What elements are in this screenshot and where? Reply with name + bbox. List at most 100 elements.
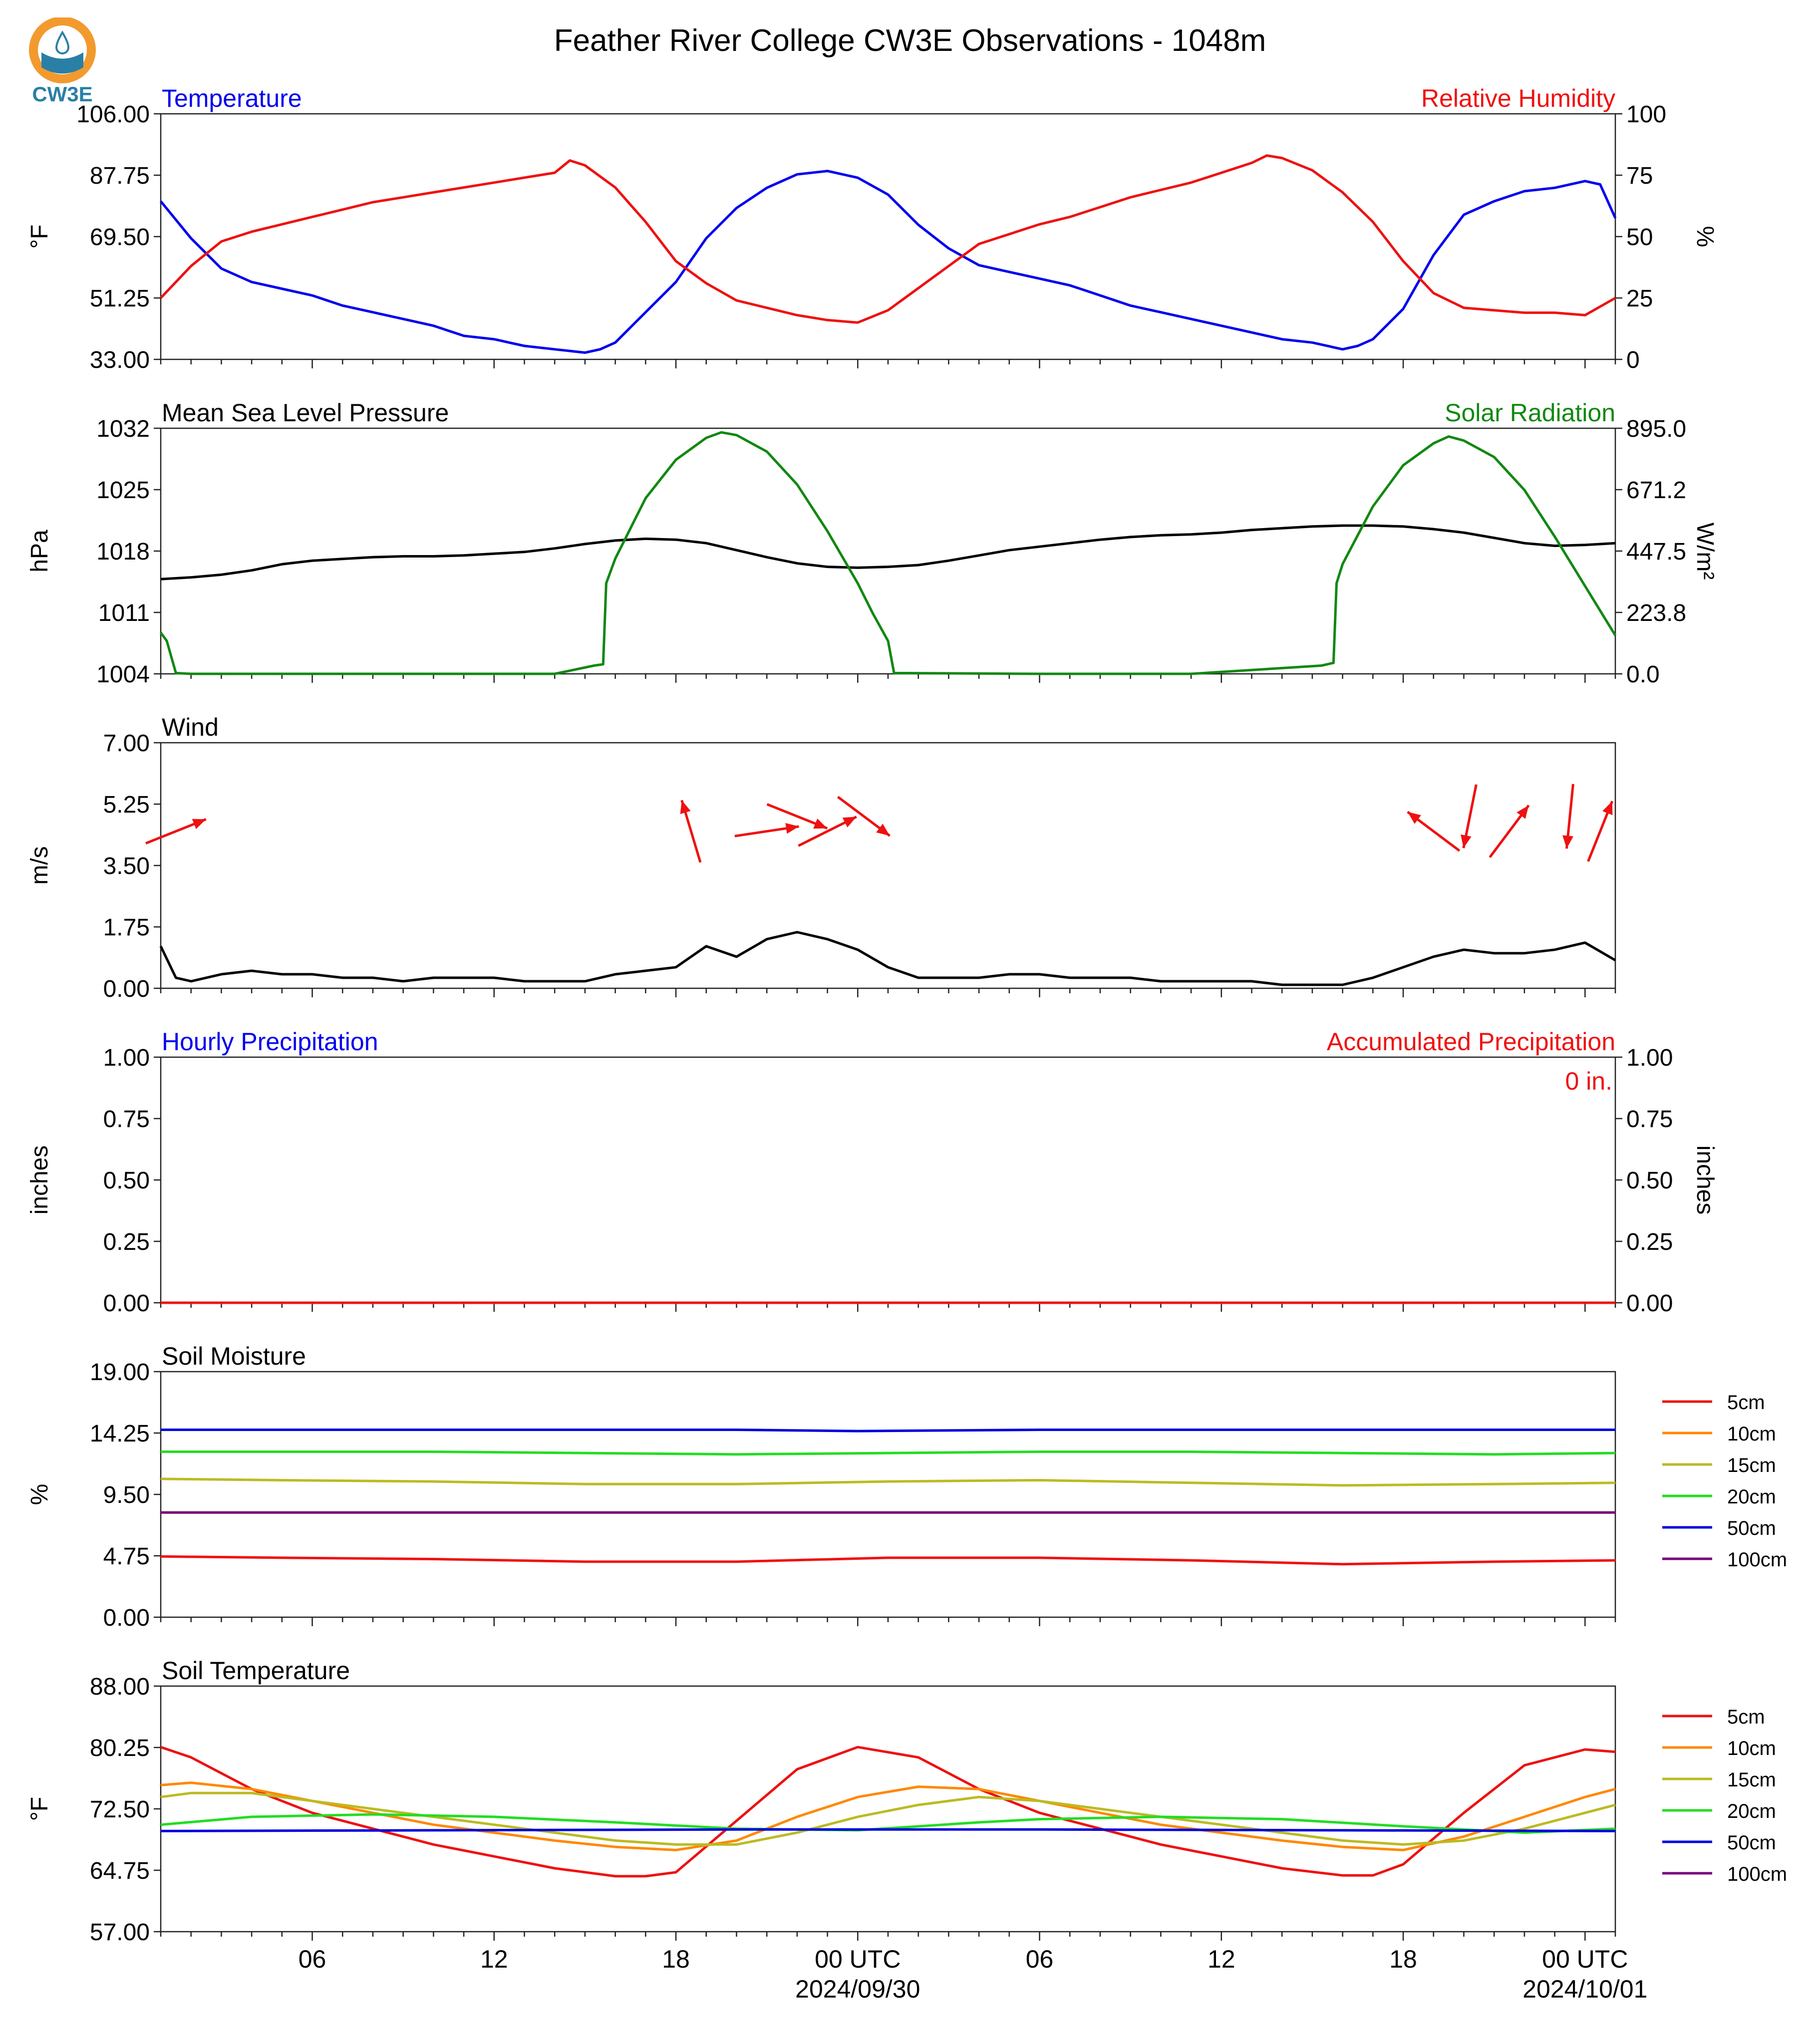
series-line-15cm <box>160 1791 1616 1846</box>
y-tick-label-left: 1018 <box>96 539 150 565</box>
wind-arrow-head <box>876 824 890 836</box>
y-tick-label-left: 1011 <box>98 600 150 626</box>
cw3e-logo: CW3E <box>27 16 97 106</box>
logo-water <box>41 52 83 74</box>
y-tick-label-left: 19.00 <box>90 1359 150 1386</box>
y-tick-label-left: 64.75 <box>90 1858 150 1884</box>
series-line-temperature <box>160 170 1617 354</box>
chart-title: Feather River College CW3E Observations … <box>554 23 1266 58</box>
legend-label: 15cm <box>1727 1454 1776 1476</box>
y-axis-label-left: % <box>26 1484 53 1505</box>
y-tick-label-left: 80.25 <box>90 1735 150 1761</box>
series-line-solar <box>159 431 1617 675</box>
logo-text: CW3E <box>32 82 92 105</box>
panel-title-left: Soil Temperature <box>162 1657 350 1685</box>
x-tick-label: 12 <box>1208 1945 1235 1973</box>
series-line-15cm <box>160 1477 1616 1487</box>
x-date-label: 2024/10/01 <box>1522 1975 1647 2003</box>
panel-title-left: Temperature <box>162 84 302 112</box>
series-line-5cm <box>160 1555 1616 1566</box>
panel-frame <box>160 1371 1616 1618</box>
panel-soil_temperature: Soil Temperature 57.00 64.75 72.50 80.25 88.0… <box>26 1657 1787 2003</box>
y-tick-label-right: 447.5 <box>1626 539 1686 565</box>
wind-arrow-head <box>192 819 206 830</box>
logo-drop-icon <box>55 30 70 54</box>
y-tick-label-left: 1032 <box>96 416 150 442</box>
series-line-20cm <box>160 1813 1616 1834</box>
y-tick-label-left: 9.50 <box>103 1482 150 1508</box>
y-tick-label-right: 1.00 <box>1626 1045 1673 1071</box>
panel-soil_moisture: Soil Moisture 0.00 4.75 9.50 14.25 19.00% 5cm 1… <box>26 1342 1787 1631</box>
precip-total-label: 0 in. <box>1565 1067 1612 1095</box>
wind-arrow-head <box>1407 812 1421 824</box>
legend-label: 20cm <box>1727 1800 1776 1822</box>
panel-wind: Wind 0.00 1.75 3.50 5.25 7.00 m/s <box>26 713 1616 1002</box>
y-tick-label-left: 88.00 <box>90 1674 150 1700</box>
y-tick-label-right: 895.0 <box>1626 416 1686 442</box>
y-axis-label-right: inches <box>1692 1146 1718 1215</box>
y-tick-label-left: 33.00 <box>90 347 150 373</box>
x-tick-label: 18 <box>1389 1945 1417 1973</box>
legend-label: 100cm <box>1727 1863 1787 1885</box>
panel-pressure_solar: Mean Sea Level Pressure Solar Radiation 10… <box>26 399 1718 688</box>
x-tick-label: 12 <box>480 1945 508 1973</box>
legend-label: 10cm <box>1727 1423 1776 1445</box>
legend-label: 20cm <box>1727 1486 1776 1508</box>
wind-arrow-head <box>785 823 799 834</box>
y-tick-label-left: 1.00 <box>103 1045 150 1071</box>
y-tick-label-left: 1.75 <box>103 914 150 941</box>
y-tick-label-left: 0.00 <box>103 1290 150 1317</box>
wind-arrow-head <box>1461 834 1472 849</box>
y-tick-label-left: 14.25 <box>90 1421 150 1447</box>
legend-label: 15cm <box>1727 1769 1776 1791</box>
y-tick-label-left: 0.00 <box>103 1605 150 1631</box>
panel-frame <box>160 1056 1616 1304</box>
y-tick-label-left: 1025 <box>96 477 150 504</box>
wind-arrow-head <box>842 817 857 828</box>
y-tick-label-left: 0.25 <box>103 1229 150 1255</box>
panel-title-left: Soil Moisture <box>162 1342 306 1370</box>
y-tick-label-left: 7.00 <box>103 730 150 757</box>
y-tick-label-left: 51.25 <box>90 286 150 312</box>
series-line-5cm <box>160 1745 1616 1878</box>
wind-arrow-head <box>680 800 691 815</box>
x-tick-label: 00 UTC <box>815 1945 901 1973</box>
legend-label: 100cm <box>1727 1549 1787 1571</box>
wind-arrow-head <box>1562 835 1573 849</box>
series-line-20cm <box>161 1450 1616 1456</box>
y-tick-label-left: 57.00 <box>90 1919 150 1946</box>
y-tick-label-left: 5.25 <box>103 792 150 818</box>
wind-arrow-head <box>1602 801 1613 816</box>
x-date-label: 2024/09/30 <box>795 1975 920 2003</box>
chart-panels: Temperature Relative Humidity 33.00 51.25 69… <box>26 84 1787 2003</box>
y-tick-label-right: 100 <box>1626 101 1666 128</box>
y-tick-label-left: 0.75 <box>103 1106 150 1133</box>
series-line-50cm <box>161 1429 1615 1433</box>
panel-frame <box>160 742 1616 989</box>
y-tick-label-right: 0.50 <box>1626 1167 1673 1194</box>
x-tick-label: 18 <box>662 1945 690 1973</box>
y-axis-label-left: °F <box>26 225 53 249</box>
y-tick-label-right: 0.0 <box>1626 661 1660 688</box>
legend-label: 50cm <box>1727 1832 1776 1854</box>
y-axis-label-right: % <box>1692 226 1718 248</box>
y-tick-label-left: 87.75 <box>90 163 150 189</box>
series-line-10cm <box>160 1781 1616 1851</box>
legend-label: 50cm <box>1727 1517 1776 1539</box>
panel-title-left: Wind <box>162 713 219 741</box>
y-tick-label-right: 671.2 <box>1626 477 1686 504</box>
y-tick-label-right: 0.75 <box>1626 1106 1673 1133</box>
wind-arrow-head <box>813 818 828 829</box>
y-axis-label-left: inches <box>26 1146 53 1215</box>
panel-title-right: Accumulated Precipitation <box>1327 1028 1615 1056</box>
series-line-pressure <box>160 524 1616 580</box>
y-axis-label-right: W/m² <box>1692 523 1718 580</box>
y-tick-label-left: 72.50 <box>90 1796 150 1823</box>
wind-arrow-head <box>1517 805 1529 819</box>
y-axis-label-left: °F <box>26 1797 53 1821</box>
panel-title-left: Mean Sea Level Pressure <box>162 399 449 427</box>
y-tick-label-left: 69.50 <box>90 224 150 251</box>
y-axis-label-left: m/s <box>26 846 53 884</box>
